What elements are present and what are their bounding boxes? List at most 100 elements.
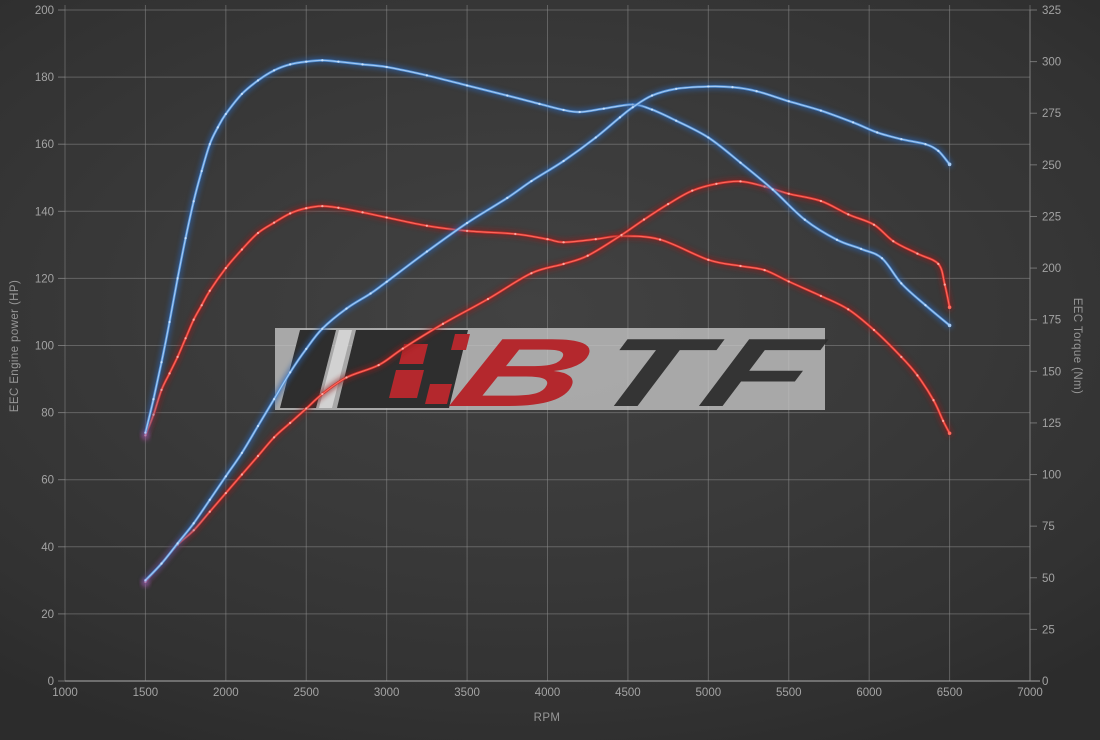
curve-marker	[152, 398, 155, 401]
curve-marker	[337, 60, 340, 63]
curve-marker	[803, 218, 806, 221]
curve-end-dot	[947, 323, 952, 328]
x-tick-label: 5000	[696, 687, 722, 699]
curve-marker	[538, 102, 541, 106]
left-tick-label: 100	[35, 341, 54, 353]
x-tick-label: 6000	[856, 687, 882, 699]
curve-marker	[937, 262, 940, 266]
left-axis-title: EEC Engine power (HP)	[9, 280, 21, 412]
curve-marker	[256, 424, 260, 428]
curve-marker	[289, 371, 292, 374]
curve-marker	[289, 212, 292, 215]
x-tick-label: 4500	[615, 687, 641, 699]
left-tick-label: 120	[35, 273, 54, 285]
curve-marker	[361, 63, 364, 66]
curve-marker	[594, 238, 597, 241]
right-axis-title: EEC Torque (Nm)	[1071, 298, 1083, 395]
curve-marker	[361, 211, 364, 214]
curve-marker	[739, 264, 742, 268]
curve-marker	[586, 254, 589, 257]
curve-marker	[305, 207, 308, 210]
x-tick-label: 6500	[937, 687, 963, 699]
x-tick-label: 7000	[1017, 687, 1043, 699]
curve-marker	[208, 289, 211, 292]
right-tick-label: 325	[1042, 5, 1061, 17]
curve-marker	[658, 238, 662, 241]
left-tick-label: 0	[48, 676, 54, 688]
curve-marker	[208, 510, 211, 513]
curve-marker	[847, 308, 850, 311]
curve-marker	[240, 451, 244, 455]
left-tick-label: 20	[41, 609, 54, 621]
curve-marker	[666, 202, 670, 206]
curve-marker	[506, 94, 509, 97]
curve-marker	[289, 421, 292, 425]
curve-marker	[771, 188, 774, 191]
curve-marker	[176, 542, 179, 545]
curve-marker	[819, 109, 823, 112]
x-tick-label: 1000	[52, 687, 78, 699]
curve-marker	[465, 84, 469, 87]
curve-marker	[184, 236, 187, 240]
curve-end-dot	[947, 431, 952, 436]
curve-marker	[256, 231, 260, 235]
curve-marker	[847, 213, 850, 216]
curve-marker	[305, 60, 308, 63]
left-tick-label: 60	[41, 475, 54, 487]
curve-marker	[208, 498, 211, 501]
left-tick-label: 140	[35, 206, 54, 218]
left-tick-label: 80	[41, 408, 54, 420]
curve-marker	[731, 86, 734, 89]
curve-marker	[465, 229, 469, 233]
curve-marker	[345, 376, 348, 379]
curve-marker	[739, 161, 742, 164]
curve-torque-b	[141, 177, 954, 587]
curve-marker	[763, 268, 766, 272]
x-tick-label: 5500	[776, 687, 802, 699]
curve-marker	[691, 189, 694, 192]
curve-marker	[425, 224, 429, 227]
curve-marker	[321, 204, 324, 208]
curve-marker	[337, 206, 340, 209]
curve-marker	[168, 320, 171, 324]
x-tick-label: 3000	[374, 687, 400, 699]
curve-marker	[819, 199, 823, 203]
right-tick-label: 250	[1042, 160, 1061, 172]
curve-marker	[932, 399, 935, 402]
curve-marker	[872, 328, 876, 332]
curve-marker	[192, 200, 195, 203]
curve-marker	[942, 419, 945, 423]
curve-marker	[859, 247, 863, 251]
curve-marker	[486, 297, 490, 301]
curve-marker	[224, 475, 227, 478]
curve-marker	[562, 241, 565, 244]
watermark-red-block-icon	[389, 370, 424, 398]
curve-marker	[880, 257, 884, 260]
curve-marker	[465, 221, 469, 225]
curve-marker	[707, 85, 710, 88]
x-tick-label: 2500	[293, 687, 319, 699]
curve-marker	[369, 292, 372, 295]
curve-end-dot	[947, 305, 952, 310]
curve-start-glow-dot	[143, 579, 148, 585]
curve-marker	[900, 138, 903, 141]
curve-marker	[787, 192, 790, 195]
curve-marker	[321, 327, 324, 330]
curve-marker	[200, 169, 203, 173]
curve-marker	[835, 238, 839, 241]
curve-marker	[872, 223, 876, 226]
watermark-red-block-icon	[451, 334, 470, 350]
curve-marker	[216, 126, 219, 129]
curve-marker	[425, 74, 429, 77]
curve-marker	[787, 280, 790, 283]
curve-marker	[546, 238, 549, 241]
curves	[141, 56, 954, 587]
curve-marker	[675, 119, 678, 122]
curve-marker	[321, 59, 324, 62]
curve-marker	[924, 143, 927, 146]
curve-marker	[240, 92, 244, 96]
curve-marker	[289, 63, 292, 66]
right-tick-label: 275	[1042, 108, 1061, 120]
right-tick-label: 100	[1042, 470, 1061, 482]
curve-marker	[916, 252, 919, 255]
